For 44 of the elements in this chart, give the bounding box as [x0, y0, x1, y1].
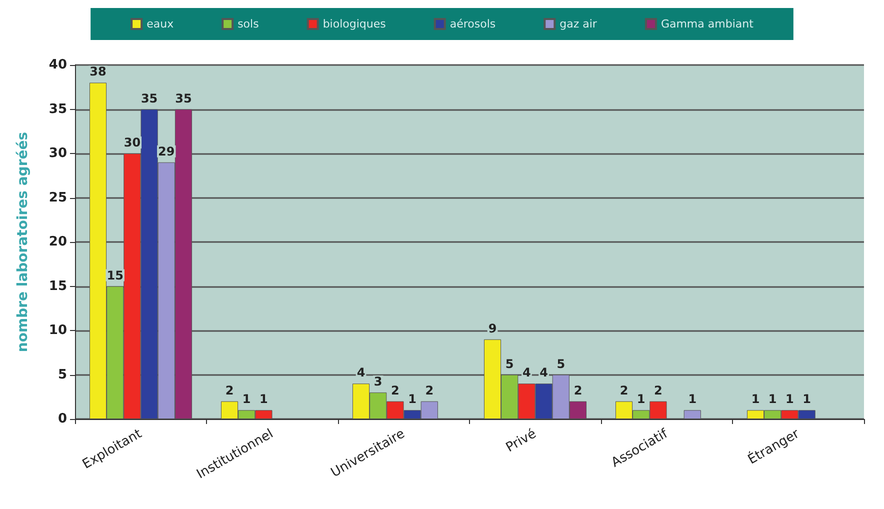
data-label: 4	[540, 366, 548, 380]
data-label: 35	[175, 91, 192, 106]
y-tick-label: 35	[48, 102, 67, 117]
y-tick-label: 30	[48, 146, 67, 161]
data-label: 1	[768, 392, 777, 406]
data-label: 2	[620, 383, 628, 398]
y-tick-label: 10	[48, 323, 67, 338]
data-label: 2	[391, 383, 400, 398]
data-label: 4	[356, 366, 366, 380]
legend-label: aérosols	[450, 18, 496, 30]
data-label: 1	[242, 392, 251, 406]
data-label: 1	[688, 392, 697, 406]
data-label: 4	[522, 366, 531, 380]
data-label: 1	[408, 392, 416, 406]
legend-label: eaux	[146, 18, 174, 30]
data-label: 5	[505, 356, 514, 371]
y-tick-label: 5	[58, 367, 67, 382]
legend-label: Gamma ambiant	[660, 18, 754, 30]
legend-label: sols	[238, 18, 260, 30]
data-label: 2	[654, 383, 662, 398]
data-label: 1	[802, 392, 811, 406]
data-label: 38	[90, 64, 106, 79]
data-label: 29	[158, 144, 175, 158]
data-label: 1	[786, 392, 794, 406]
data-label: 3	[374, 374, 382, 388]
legend-label: gaz air	[560, 18, 598, 30]
y-axis-title: nombre laboratoires agréés	[15, 132, 31, 352]
data-label: 30	[124, 136, 141, 150]
y-tick-label: 0	[58, 412, 67, 426]
data-label: 2	[225, 383, 234, 398]
y-tick-label: 40	[48, 58, 67, 72]
data-label: 1	[260, 392, 268, 406]
data-label: 9	[488, 321, 497, 336]
data-label: 2	[574, 383, 582, 398]
y-tick-label: 15	[48, 278, 67, 294]
y-tick-label: 25	[48, 190, 67, 206]
data-label: 15	[106, 268, 124, 282]
data-label: 5	[556, 356, 566, 371]
data-label: 35	[140, 91, 158, 106]
data-label: 1	[751, 392, 760, 406]
legend-label: biologiques	[322, 18, 386, 30]
data-label: 2	[425, 383, 434, 398]
y-tick-label: 20	[48, 234, 67, 250]
data-label: 1	[636, 392, 646, 406]
